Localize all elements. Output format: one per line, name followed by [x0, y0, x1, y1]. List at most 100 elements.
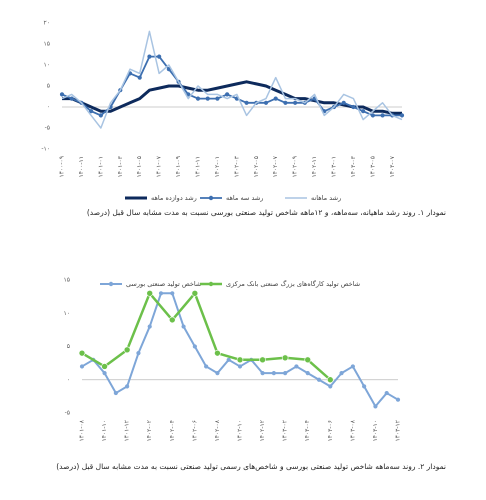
point: [271, 371, 276, 376]
y-tick-label: ۲۰: [44, 20, 50, 27]
legend-label: رشد سه ماهه: [226, 194, 263, 202]
series-line: [62, 80, 402, 115]
point: [294, 364, 299, 369]
x-tick-label: ۱۴۰۱-۰۱: [97, 156, 104, 178]
point: [225, 92, 230, 97]
y-tick-label: -۵: [45, 125, 50, 132]
x-tick-label: ۱۴۰۳-۰۳: [350, 155, 357, 177]
y-tick-label: -۱۰: [41, 146, 50, 153]
x-tick-label: ۱۴۰۳-۰۲: [282, 420, 289, 442]
y-tick-label: ۵: [47, 83, 50, 90]
point: [102, 371, 107, 376]
point: [260, 371, 265, 376]
point: [158, 291, 164, 296]
point: [146, 289, 154, 297]
point: [125, 384, 130, 389]
x-tick-label: ۱۴۰۲-۰۲: [146, 420, 153, 442]
y-tick-label: ۵: [67, 343, 70, 350]
point: [281, 354, 289, 362]
x-tick-label: ۱۴۰۱-۱۲: [124, 420, 131, 442]
x-tick-label: ۱۴۰۳-۰۵: [369, 156, 376, 178]
caption: نمودار ۲. روند سه‌ماهه شاخص تولید صنعتی …: [56, 462, 446, 471]
point: [339, 371, 344, 376]
point: [351, 104, 356, 110]
point: [373, 404, 378, 409]
legend-label: شاخص تولید کارگاه‌های بزرگ صنعتی بانک مر…: [226, 279, 360, 288]
point: [136, 351, 141, 356]
legend-marker: [208, 195, 214, 201]
legend-label: شاخص تولید صنعتی بورسی: [126, 280, 201, 288]
point: [283, 371, 288, 376]
point: [98, 113, 103, 118]
point: [304, 356, 312, 364]
point: [205, 96, 210, 101]
point: [192, 344, 197, 349]
x-tick-label: ۱۴۰۲-۱۱: [311, 156, 318, 178]
series-line: [61, 30, 403, 129]
x-tick-label: ۱۴۰۳-۱۰: [372, 420, 379, 442]
point: [215, 371, 220, 376]
point: [59, 92, 65, 97]
point: [273, 96, 278, 101]
point: [214, 349, 221, 357]
y-tick-label: -۵: [65, 410, 70, 417]
point: [181, 324, 186, 329]
x-tick-label: ۱۴۰۲-۰۳: [233, 155, 240, 177]
point: [195, 96, 201, 101]
point: [283, 100, 288, 105]
point: [316, 377, 322, 382]
point: [350, 364, 355, 369]
legend-label: رشد دوازده ماهه: [151, 194, 197, 202]
x-tick-label: ۱۴۰۲-۰۵: [253, 156, 260, 178]
x-tick-label: ۱۴۰۱-۱۱: [195, 156, 202, 178]
x-tick-label: ۱۴۰۲-۰۶: [191, 420, 198, 442]
point: [226, 357, 231, 362]
point: [380, 113, 385, 118]
x-tick-label: ۱۴۰۳-۰۶: [327, 420, 334, 442]
x-tick-label: ۱۴۰۱-۰۳: [117, 155, 124, 177]
point: [395, 397, 401, 402]
point: [236, 356, 244, 364]
point: [341, 100, 346, 105]
x-tick-label: ۱۴۰۰-۰۹: [59, 156, 66, 178]
x-tick-label: ۱۴۰۳-۰۷: [389, 155, 396, 177]
point: [384, 390, 389, 396]
y-tick-label: ۰: [47, 104, 50, 111]
x-tick-label: ۱۴۰۱-۰۵: [136, 156, 143, 178]
legend-marker: [208, 281, 214, 287]
point: [370, 113, 375, 118]
point: [89, 109, 94, 114]
point: [168, 316, 176, 324]
point: [157, 54, 162, 59]
point: [137, 75, 142, 80]
x-tick-label: ۱۴۰۳-۰۴: [304, 420, 311, 442]
point: [259, 356, 266, 364]
legend-marker: [108, 281, 114, 287]
point: [123, 346, 131, 354]
caption: نمودار ۱. روند رشد ماهیانه، سه‌ماهه، و ۱…: [86, 208, 446, 217]
point: [191, 289, 199, 297]
x-tick-label: ۱۴۰۲-۰۸: [214, 419, 221, 441]
point: [204, 364, 209, 369]
x-tick-label: ۱۴۰۲-۰۴: [169, 420, 176, 442]
point: [147, 54, 152, 59]
point: [362, 384, 367, 389]
x-tick-label: ۱۴۰۳-۰۸: [349, 419, 356, 441]
x-tick-label: ۱۴۰۲-۰۷: [272, 155, 279, 177]
y-tick-label: ۰: [67, 376, 70, 383]
y-tick-label: ۱۵: [44, 41, 50, 48]
legend-label: رشد ماهانه: [311, 194, 341, 202]
x-tick-label: ۱۴۰۲-۱۲: [259, 420, 266, 442]
point: [263, 100, 269, 105]
point: [113, 390, 118, 396]
point: [326, 376, 334, 384]
series-line: [81, 292, 332, 381]
x-tick-label: ۱۴۰۲-۰۹: [292, 156, 299, 178]
y-tick-label: ۱۰: [64, 310, 70, 317]
y-tick-label: ۱۰: [44, 62, 50, 69]
point: [293, 100, 298, 105]
point: [69, 96, 74, 101]
x-tick-label: ۱۴۰۰-۱۱: [78, 156, 85, 178]
